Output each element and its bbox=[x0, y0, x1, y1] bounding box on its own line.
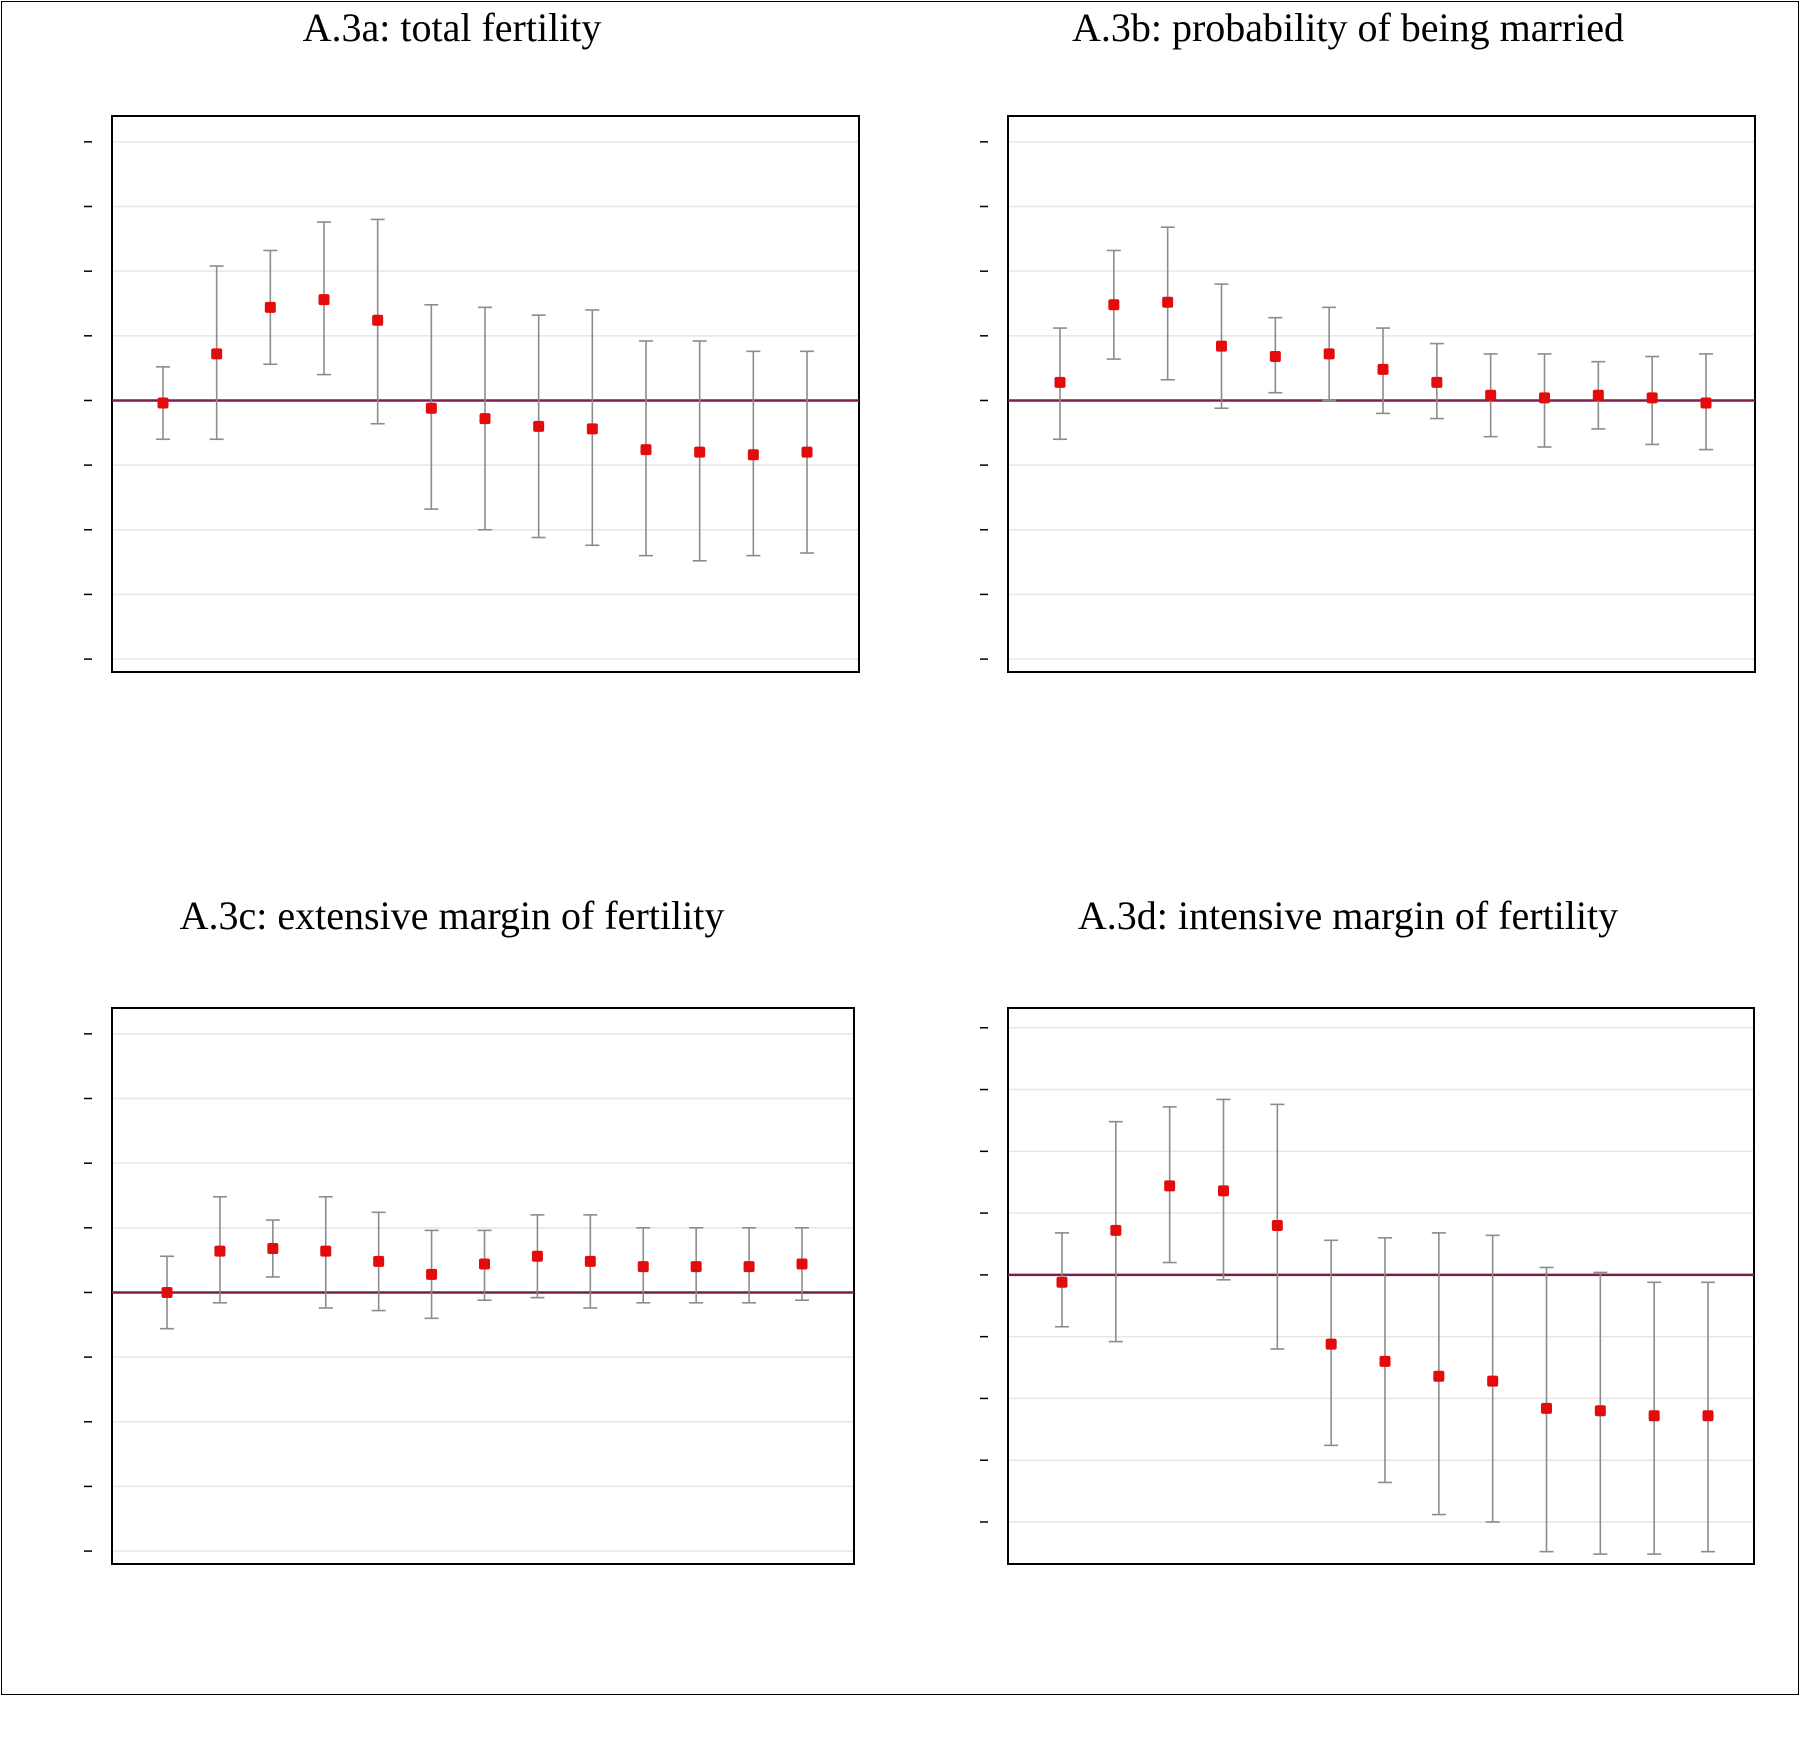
plot-area bbox=[1007, 115, 1756, 673]
data-point bbox=[694, 446, 706, 458]
data-point bbox=[1110, 1224, 1122, 1236]
data-point bbox=[373, 1255, 385, 1267]
data-point bbox=[1379, 1355, 1391, 1367]
chart-svg bbox=[84, 1007, 855, 1565]
data-point bbox=[425, 402, 437, 414]
data-point bbox=[1218, 1185, 1229, 1197]
panel-a3d: A.3d: intensive margin of fertility bbox=[898, 890, 1798, 1738]
data-point bbox=[1054, 376, 1066, 388]
data-point bbox=[479, 413, 491, 425]
chart-title: A.3a: total fertility bbox=[302, 5, 602, 50]
data-point bbox=[264, 301, 276, 313]
data-point bbox=[801, 446, 813, 458]
data-point bbox=[1539, 392, 1550, 404]
data-point bbox=[1325, 1338, 1337, 1350]
data-point bbox=[1323, 348, 1335, 360]
data-point bbox=[1216, 340, 1227, 352]
chart-title: A.3c: extensive margin of fertility bbox=[179, 893, 725, 938]
data-point bbox=[1056, 1276, 1068, 1288]
data-point bbox=[157, 397, 169, 409]
data-point bbox=[1164, 1180, 1176, 1192]
data-point bbox=[586, 423, 598, 435]
data-point bbox=[320, 1245, 332, 1257]
data-point bbox=[1592, 389, 1604, 401]
data-point bbox=[1541, 1402, 1552, 1414]
data-point bbox=[1162, 296, 1174, 308]
data-point bbox=[531, 1250, 543, 1262]
chart-title: A.3d: intensive margin of fertility bbox=[1077, 893, 1619, 938]
data-point bbox=[1646, 392, 1658, 404]
data-point bbox=[1700, 397, 1712, 409]
data-point bbox=[267, 1243, 279, 1255]
data-point bbox=[214, 1245, 226, 1257]
data-point bbox=[1594, 1405, 1606, 1417]
data-point bbox=[318, 294, 330, 306]
plot-area bbox=[111, 1007, 855, 1565]
chart-svg bbox=[980, 115, 1756, 673]
data-point bbox=[690, 1261, 702, 1273]
data-point bbox=[640, 444, 652, 456]
panel-a3b: A.3b: probability of being married bbox=[898, 2, 1798, 850]
data-point bbox=[1431, 376, 1443, 388]
chart-svg bbox=[84, 115, 860, 673]
data-point bbox=[533, 420, 545, 432]
data-point bbox=[1648, 1410, 1660, 1422]
chart-svg bbox=[980, 1007, 1755, 1565]
data-point bbox=[1377, 363, 1389, 375]
panel-a3c: A.3c: extensive margin of fertility bbox=[2, 890, 902, 1738]
data-point bbox=[743, 1261, 755, 1273]
data-point bbox=[1433, 1370, 1445, 1382]
data-point bbox=[1487, 1375, 1499, 1387]
data-point bbox=[1108, 299, 1120, 311]
plot-area bbox=[111, 115, 860, 673]
data-point bbox=[1485, 389, 1497, 401]
data-point bbox=[161, 1286, 173, 1298]
data-point bbox=[1271, 1219, 1283, 1231]
chart-title: A.3b: probability of being married bbox=[1071, 5, 1625, 50]
data-point bbox=[584, 1255, 596, 1267]
data-point bbox=[372, 314, 384, 326]
data-point bbox=[747, 449, 759, 461]
plot-area bbox=[1007, 1007, 1755, 1565]
data-point bbox=[479, 1258, 490, 1270]
data-point bbox=[1702, 1410, 1714, 1422]
data-point bbox=[426, 1268, 438, 1280]
data-point bbox=[1269, 351, 1281, 363]
panel-a3a: A.3a: total fertility bbox=[2, 2, 902, 850]
data-point bbox=[637, 1261, 649, 1273]
data-point bbox=[796, 1258, 808, 1270]
figure-frame: A.3a: total fertility A.3b: probability … bbox=[1, 1, 1799, 1695]
data-point bbox=[211, 348, 223, 360]
